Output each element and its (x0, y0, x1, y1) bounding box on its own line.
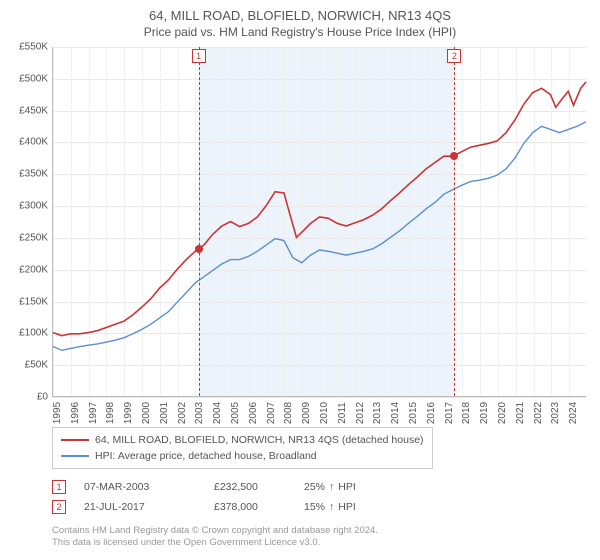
y-tick-label: £300K (19, 201, 48, 212)
x-tick-label: 2003 (194, 402, 205, 424)
x-tick-label: 2000 (141, 402, 152, 424)
y-tick-label: £150K (19, 296, 48, 307)
sale-price: £232,500 (214, 481, 304, 493)
legend-row: HPI: Average price, detached house, Broa… (61, 448, 424, 464)
y-tick-label: £100K (19, 328, 48, 339)
sale-row: 1 07-MAR-2003£232,50025%↑HPI (52, 477, 590, 497)
sale-date: 07-MAR-2003 (84, 481, 214, 493)
sale-marker (195, 245, 203, 253)
y-tick-label: £400K (19, 137, 48, 148)
x-tick-label: 2022 (533, 402, 544, 424)
x-tick-label: 2024 (568, 402, 579, 424)
legend: 64, MILL ROAD, BLOFIELD, NORWICH, NR13 4… (52, 427, 433, 469)
x-tick-label: 2023 (550, 402, 561, 424)
x-tick-label: 2002 (177, 402, 188, 424)
sale-flag-line (454, 47, 455, 396)
x-tick-label: 2001 (159, 402, 170, 424)
x-tick-label: 2013 (372, 402, 383, 424)
legend-swatch (61, 455, 89, 457)
arrow-up-icon: ↑ (329, 501, 334, 513)
chart-title: 64, MILL ROAD, BLOFIELD, NORWICH, NR13 4… (10, 8, 590, 23)
legend-swatch (61, 439, 89, 441)
x-tick-label: 2006 (248, 402, 259, 424)
sale-hpi: 15%↑HPI (304, 501, 356, 513)
x-tick-label: 1999 (123, 402, 134, 424)
x-tick-label: 2011 (337, 402, 348, 424)
x-tick-label: 2007 (266, 402, 277, 424)
x-tick-label: 2015 (408, 402, 419, 424)
sale-marker (450, 152, 458, 160)
x-tick-label: 2004 (212, 402, 223, 424)
y-tick-label: £500K (19, 73, 48, 84)
plot: 12 (52, 47, 586, 397)
y-tick-label: £550K (19, 42, 48, 53)
x-tick-label: 1998 (105, 402, 116, 424)
x-tick-label: 2016 (426, 402, 437, 424)
legend-label: HPI: Average price, detached house, Broa… (95, 450, 317, 462)
sale-hpi: 25%↑HPI (304, 481, 356, 493)
x-tick-label: 2018 (461, 402, 472, 424)
series-property (53, 82, 586, 336)
sale-date: 21-JUL-2017 (84, 501, 214, 513)
y-tick-label: £250K (19, 232, 48, 243)
x-tick-label: 2014 (390, 402, 401, 424)
sale-flag-box: 2 (447, 49, 461, 63)
sales-table: 1 07-MAR-2003£232,50025%↑HPI 2 21-JUL-2017£… (52, 477, 590, 517)
sale-flag-box: 1 (192, 49, 206, 63)
y-tick-label: £200K (19, 264, 48, 275)
footer-line-1: Contains HM Land Registry data © Crown c… (52, 525, 590, 537)
x-tick-label: 1997 (88, 402, 99, 424)
series-hpi (53, 122, 586, 350)
footer: Contains HM Land Registry data © Crown c… (52, 525, 590, 550)
sale-flag: 1 (52, 480, 66, 494)
x-tick-label: 2012 (355, 402, 366, 424)
plot-area: £0 £50K £100K £150K £200K £250K £300K £350K £400… (10, 47, 590, 419)
x-tick-label: 2021 (515, 402, 526, 424)
x-axis: 1995199619971998199920002001200220032004… (52, 397, 586, 419)
y-tick-label: £50K (25, 360, 48, 371)
legend-label: 64, MILL ROAD, BLOFIELD, NORWICH, NR13 4… (95, 434, 424, 446)
arrow-up-icon: ↑ (329, 481, 334, 493)
x-tick-label: 2008 (283, 402, 294, 424)
x-tick-label: 2017 (444, 402, 455, 424)
y-tick-label: £350K (19, 169, 48, 180)
y-axis: £0£50K£100K£150K£200K£250K£300K£350K£400… (10, 47, 52, 397)
x-tick-label: 1996 (70, 402, 81, 424)
sale-row: 2 21-JUL-2017£378,00015%↑HPI (52, 497, 590, 517)
chart-subtitle: Price paid vs. HM Land Registry's House … (10, 25, 590, 39)
y-tick-label: £450K (19, 105, 48, 116)
x-tick-label: 2005 (230, 402, 241, 424)
chart-container: 64, MILL ROAD, BLOFIELD, NORWICH, NR13 4… (0, 0, 600, 560)
sale-price: £378,000 (214, 501, 304, 513)
x-tick-label: 1995 (52, 402, 63, 424)
y-tick-label: £0 (37, 392, 48, 403)
x-tick-label: 2019 (479, 402, 490, 424)
x-tick-label: 2020 (497, 402, 508, 424)
footer-line-2: This data is licensed under the Open Gov… (52, 537, 590, 549)
x-tick-label: 2009 (301, 402, 312, 424)
sale-flag-line (199, 47, 200, 396)
x-tick-label: 2010 (319, 402, 330, 424)
series-svg (53, 47, 586, 396)
sale-flag: 2 (52, 500, 66, 514)
legend-row: 64, MILL ROAD, BLOFIELD, NORWICH, NR13 4… (61, 432, 424, 448)
